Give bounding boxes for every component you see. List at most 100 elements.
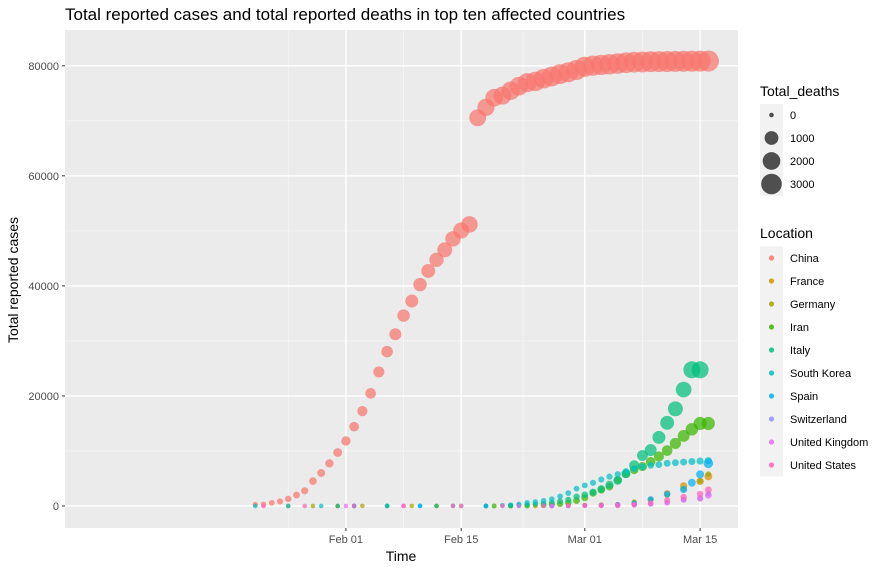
data-point: [589, 479, 597, 486]
data-point: [639, 463, 646, 471]
x-tick-label: Mar 15: [683, 534, 717, 546]
color-legend-swatch: [768, 278, 775, 284]
data-point: [343, 503, 349, 509]
data-point: [557, 498, 564, 505]
data-point: [647, 496, 654, 503]
size-legend-swatch: [769, 112, 774, 118]
data-point: [566, 503, 571, 508]
size-legend-swatch: [762, 152, 781, 170]
color-legend-swatch: [768, 462, 775, 468]
series-south-korea: [252, 457, 712, 509]
size-legend-title: Total_deaths: [760, 83, 839, 99]
color-legend-swatch: [768, 393, 775, 399]
color-legend-label: South Korea: [790, 368, 852, 380]
color-legend-swatch: [768, 370, 775, 376]
data-points: [252, 50, 719, 509]
data-point: [652, 430, 666, 444]
y-tick-label: 40000: [28, 281, 59, 293]
data-point: [405, 294, 419, 308]
data-point: [581, 482, 588, 489]
data-point: [647, 462, 655, 469]
y-tick-label: 20000: [28, 391, 59, 403]
y-tick-label: 60000: [28, 171, 59, 183]
color-legend-label: China: [790, 253, 820, 265]
data-point: [597, 485, 606, 493]
data-point: [669, 437, 682, 450]
data-point: [653, 451, 664, 462]
y-axis-title: Total reported cases: [5, 217, 21, 343]
data-point: [598, 476, 605, 483]
color-legend-label: United Kingdom: [790, 437, 868, 449]
panel-background: [65, 30, 738, 528]
color-legend-label: France: [790, 276, 824, 288]
color-legend-swatch: [768, 347, 775, 353]
color-legend: Location China France Germany Iran Italy South…: [760, 225, 868, 477]
color-legend-swatch: [768, 416, 775, 422]
data-point: [461, 216, 478, 233]
series-china: [252, 50, 719, 508]
data-point: [351, 503, 357, 509]
data-point: [606, 473, 613, 480]
data-point: [333, 448, 343, 457]
data-point: [687, 478, 696, 487]
data-point: [614, 471, 621, 478]
data-point: [252, 503, 258, 509]
color-legend-swatch: [768, 439, 775, 445]
color-legend-swatch: [768, 324, 775, 330]
size-legend-swatch: [761, 173, 782, 195]
data-point: [491, 503, 497, 509]
data-point: [644, 444, 657, 457]
x-tick-label: Mar 01: [568, 534, 602, 546]
data-point: [697, 50, 719, 72]
data-point: [660, 415, 675, 430]
data-point: [341, 436, 351, 446]
data-point: [389, 328, 402, 341]
data-point: [637, 450, 648, 461]
data-point: [598, 502, 604, 509]
data-point: [663, 459, 671, 467]
data-point: [549, 503, 555, 509]
data-point: [663, 490, 671, 498]
data-point: [458, 503, 464, 509]
data-point: [335, 503, 340, 509]
color-legend-label: Germany: [790, 299, 836, 311]
data-point: [696, 470, 705, 479]
data-point: [429, 252, 444, 268]
y-tick-label: 0: [53, 501, 59, 513]
data-point: [285, 503, 291, 509]
size-legend-label: 0: [790, 110, 796, 122]
data-point: [373, 366, 385, 378]
data-point: [677, 430, 690, 442]
color-legend-label: Iran: [790, 322, 809, 334]
data-point: [349, 421, 359, 432]
data-point: [675, 381, 692, 398]
data-point: [605, 480, 614, 489]
size-legend-label: 1000: [790, 133, 814, 145]
data-point: [437, 242, 453, 258]
color-legend-label: Spain: [790, 391, 818, 403]
y-tick-label: 80000: [28, 61, 59, 73]
data-point: [384, 503, 390, 509]
data-point: [483, 503, 489, 509]
data-point: [703, 458, 714, 469]
color-legend-label: United States: [790, 460, 857, 472]
data-point: [268, 499, 275, 506]
data-point: [541, 503, 546, 508]
color-legend-title: Location: [760, 225, 813, 241]
data-point: [688, 457, 696, 466]
color-legend-swatch: [768, 301, 775, 307]
x-tick-label: Feb 01: [329, 534, 363, 546]
data-point: [540, 497, 547, 504]
data-point: [704, 491, 712, 499]
color-legend-label: Italy: [790, 345, 811, 357]
data-point: [647, 500, 654, 507]
data-point: [434, 503, 439, 509]
data-point: [261, 503, 266, 509]
axes: 0 20000 40000 60000 80000 Feb 01 Feb 15 Mar 01 M…: [28, 61, 717, 546]
x-tick-label: Feb 15: [444, 534, 478, 546]
data-point: [582, 503, 588, 509]
data-point: [671, 459, 679, 467]
size-legend-label: 3000: [790, 179, 814, 191]
data-point: [661, 445, 673, 456]
